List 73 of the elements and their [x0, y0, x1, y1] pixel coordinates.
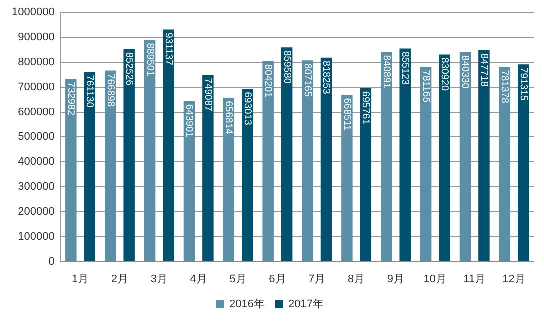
y-tick-label: 100000 — [18, 230, 55, 243]
bar — [242, 89, 254, 262]
bar — [499, 67, 511, 262]
data-label: 818253 — [320, 60, 332, 95]
y-tick-label: 700000 — [18, 81, 55, 94]
x-tick-label: 11月 — [464, 273, 486, 286]
y-tick-label: 600000 — [18, 106, 55, 118]
data-label: 840330 — [460, 55, 471, 90]
data-label: 855123 — [400, 52, 411, 86]
x-tick-label: 6月 — [269, 273, 286, 286]
data-label: 791315 — [518, 68, 529, 102]
x-tick-label: 10月 — [424, 273, 448, 286]
data-label: 668511 — [341, 98, 352, 132]
data-label: 643901 — [184, 104, 195, 138]
y-tick-label: 500000 — [18, 131, 55, 144]
x-tick-label: 5月 — [230, 273, 247, 286]
x-tick-label: 3月 — [150, 273, 168, 286]
data-label: 830920 — [439, 58, 450, 92]
bar — [66, 79, 77, 262]
bar — [400, 48, 411, 262]
legend-label: 2016年 — [230, 298, 266, 311]
bar — [478, 50, 490, 262]
legend-label: 2017年 — [288, 298, 324, 311]
bar — [223, 98, 235, 262]
x-tick-label: 12月 — [502, 273, 526, 286]
bar — [518, 64, 530, 262]
bar — [381, 52, 392, 262]
x-tick-label: 4月 — [190, 273, 208, 286]
y-tick-label: 800000 — [18, 56, 55, 68]
bar — [84, 72, 96, 262]
bar — [420, 67, 432, 262]
bar — [342, 95, 353, 262]
x-tick-label: 7月 — [308, 273, 326, 286]
y-tick-label: 400000 — [18, 156, 55, 168]
data-label: 852526 — [124, 52, 135, 86]
data-label: 781378 — [499, 70, 510, 104]
data-label: 931137 — [163, 32, 174, 66]
x-tick-label: 2月 — [111, 273, 129, 286]
bar — [460, 52, 472, 262]
bar — [144, 40, 156, 262]
data-label: 695761 — [360, 91, 372, 126]
data-label: 781165 — [420, 70, 432, 104]
bar — [262, 61, 274, 262]
data-label: 804201 — [262, 64, 274, 98]
y-tick-label: 200000 — [18, 206, 55, 218]
data-label: 749087 — [202, 78, 214, 112]
bar — [163, 30, 174, 262]
bar — [202, 75, 214, 262]
data-label: 766898 — [104, 74, 116, 108]
data-label: 847718 — [478, 54, 490, 88]
data-label: 656814 — [223, 101, 234, 135]
x-tick-label: 8月 — [348, 273, 366, 286]
bar — [302, 60, 314, 262]
data-label: 693013 — [242, 92, 253, 126]
bar — [124, 49, 135, 262]
bar — [320, 58, 332, 262]
y-tick-label: 900000 — [18, 32, 55, 44]
data-label: 840891 — [380, 55, 392, 90]
data-label: 761130 — [84, 75, 96, 108]
x-tick-label: 9月 — [387, 273, 405, 286]
data-label: 732982 — [65, 82, 76, 116]
y-tick-label: 0 — [48, 256, 55, 268]
y-tick-label: 1000000 — [12, 6, 55, 19]
bar — [184, 101, 196, 262]
bar — [104, 70, 116, 262]
bar — [360, 88, 372, 262]
y-tick-label: 300000 — [18, 181, 55, 194]
bar — [281, 48, 293, 262]
data-label: 807165 — [302, 64, 314, 98]
bar — [439, 54, 450, 262]
data-label: 859580 — [281, 50, 292, 84]
data-label: 889501 — [144, 43, 156, 77]
x-tick-label: 1月 — [72, 273, 90, 286]
